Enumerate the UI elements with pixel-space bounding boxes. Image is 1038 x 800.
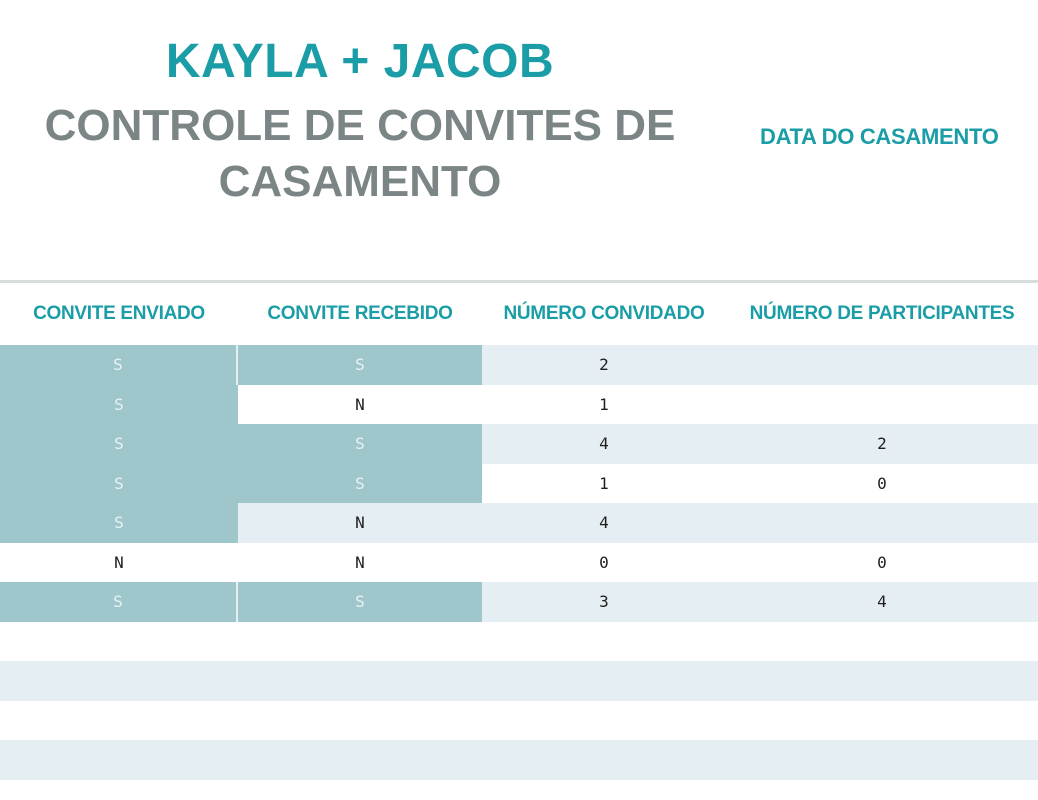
cell-convite-recebido[interactable] <box>238 701 482 741</box>
cell-convite-recebido[interactable]: S <box>238 463 482 503</box>
cell-numero-participantes[interactable] <box>726 345 1038 385</box>
cell-convite-enviado[interactable]: S <box>0 463 238 503</box>
title-block: KAYLA + JACOB CONTROLE DE CONVITES DE CA… <box>0 30 720 210</box>
cell-numero-participantes[interactable] <box>726 701 1038 741</box>
cell-numero-convidado[interactable] <box>482 661 726 701</box>
cell-numero-participantes[interactable]: 2 <box>877 434 887 454</box>
table-row: S N 1 <box>0 384 1038 425</box>
cell-convite-enviado[interactable]: S <box>0 503 238 543</box>
table-header-row: CONVITE ENVIADO CONVITE RECEBIDO NÚMERO … <box>0 283 1038 345</box>
cell-convite-enviado[interactable]: S <box>0 424 238 464</box>
table-row: S S 3 4 <box>0 582 1038 622</box>
cell-convite-recebido[interactable] <box>238 740 482 780</box>
cell-numero-convidado[interactable]: 3 <box>599 592 609 612</box>
cell-numero-participantes[interactable] <box>726 661 1038 701</box>
table-row <box>0 661 1038 701</box>
table-row: S N 4 <box>0 503 1038 543</box>
table-row: S S 1 0 <box>0 463 1038 503</box>
table-row: S S 4 2 <box>0 424 1038 464</box>
couple-names: KAYLA + JACOB <box>165 35 555 88</box>
cell-numero-participantes[interactable]: 0 <box>877 473 887 493</box>
cell-convite-enviado[interactable] <box>0 701 238 741</box>
cell-convite-recebido[interactable]: S <box>238 582 482 622</box>
cell-convite-enviado[interactable]: N <box>114 552 124 572</box>
cell-convite-recebido[interactable]: N <box>355 552 365 572</box>
cell-numero-participantes[interactable] <box>726 503 1038 543</box>
table-row: S S 2 <box>0 345 1038 385</box>
cell-convite-enviado[interactable]: S <box>0 345 238 385</box>
cell-numero-convidado[interactable]: 2 <box>599 355 609 375</box>
table-row <box>0 700 1038 741</box>
invitations-table: CONVITE ENVIADO CONVITE RECEBIDO NÚMERO … <box>0 283 1038 780</box>
cell-numero-participantes[interactable] <box>726 385 1038 425</box>
cell-numero-convidado[interactable]: 1 <box>599 394 609 414</box>
cell-numero-convidado[interactable] <box>482 701 726 741</box>
header-divider <box>0 280 1038 283</box>
cell-numero-convidado[interactable]: 1 <box>599 473 609 493</box>
column-header-numero-convidado[interactable]: NÚMERO CONVIDADO <box>503 303 705 324</box>
cell-convite-enviado[interactable]: S <box>0 384 238 424</box>
cell-numero-participantes[interactable]: 0 <box>877 552 887 572</box>
wedding-date-label: DATA DO CASAMENTO <box>760 124 999 149</box>
cell-convite-recebido[interactable]: N <box>355 513 365 533</box>
cell-convite-recebido[interactable]: N <box>355 394 365 414</box>
cell-numero-convidado[interactable]: 4 <box>599 513 609 533</box>
cell-convite-recebido[interactable] <box>238 622 482 662</box>
column-header-convite-enviado[interactable]: CONVITE ENVIADO <box>33 303 205 324</box>
cell-numero-convidado[interactable]: 0 <box>599 552 609 572</box>
cell-numero-convidado[interactable]: 4 <box>599 434 609 454</box>
cell-numero-participantes[interactable] <box>726 740 1038 780</box>
page-title: CONTROLE DE CONVITES DE CASAMENTO <box>44 101 676 206</box>
cell-convite-recebido[interactable]: S <box>238 345 482 385</box>
cell-numero-participantes[interactable] <box>726 622 1038 662</box>
cell-convite-recebido[interactable] <box>238 661 482 701</box>
cell-convite-enviado[interactable] <box>0 661 238 701</box>
column-header-convite-recebido[interactable]: CONVITE RECEBIDO <box>267 303 453 324</box>
cell-convite-recebido[interactable]: S <box>238 424 482 464</box>
cell-convite-enviado[interactable]: S <box>0 582 238 622</box>
cell-convite-enviado[interactable] <box>0 622 238 662</box>
table-row: N N 0 0 <box>0 542 1038 582</box>
cell-numero-participantes[interactable]: 4 <box>877 592 887 612</box>
cell-numero-convidado[interactable] <box>482 622 726 662</box>
table-row <box>0 740 1038 780</box>
column-header-numero-participantes[interactable]: NÚMERO DE PARTICIPANTES <box>749 303 1015 324</box>
cell-numero-convidado[interactable] <box>482 740 726 780</box>
cell-convite-enviado[interactable] <box>0 740 238 780</box>
table-row <box>0 621 1038 662</box>
